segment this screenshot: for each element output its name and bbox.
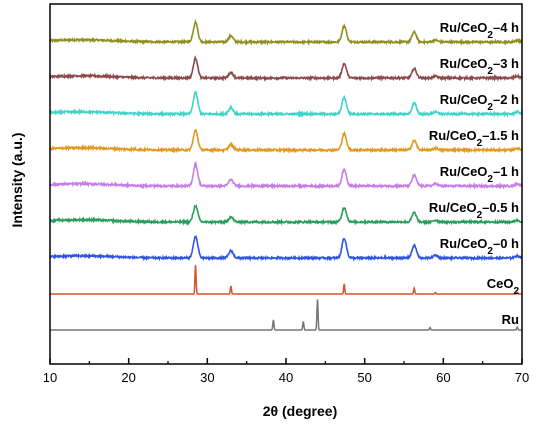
axes: 10 20 30 40 50 60 70 xyxy=(43,3,529,385)
series-label-tail: –0.5 h xyxy=(482,200,519,215)
series-label-main: Ru/CeO xyxy=(440,92,488,107)
series-line-3 xyxy=(49,129,523,154)
series-label-main: CeO xyxy=(487,276,514,291)
series-5: Ru/CeO2–0.5 h xyxy=(49,200,523,226)
series-label-main: Ru/CeO xyxy=(429,200,477,215)
series-label-tail: –1 h xyxy=(493,164,519,179)
series-label-3: Ru/CeO2–1.5 h xyxy=(429,128,519,149)
series-label-main: Ru/CeO xyxy=(440,164,488,179)
series-label-1: Ru/CeO2–3 h xyxy=(440,56,519,77)
series-line-4 xyxy=(49,160,523,190)
x-tick-label-5: 60 xyxy=(436,370,450,385)
series-label-main: Ru/CeO xyxy=(440,56,488,71)
x-tick-label-0: 10 xyxy=(43,370,57,385)
series-line-5 xyxy=(49,204,523,226)
series-8: Ru xyxy=(50,299,522,331)
x-tick-label-4: 50 xyxy=(357,370,371,385)
series-label-6: Ru/CeO2–0 h xyxy=(440,236,519,257)
plot-area: Ru/CeO2–4 hRu/CeO2–3 hRu/CeO2–2 hRu/CeO2… xyxy=(49,18,523,331)
series-label-sub: 2 xyxy=(477,138,483,149)
series-label-4: Ru/CeO2–1 h xyxy=(440,164,519,185)
x-axis-title: 2θ (degree) xyxy=(263,403,337,419)
series-3: Ru/CeO2–1.5 h xyxy=(49,128,523,154)
series-label-sub: 2 xyxy=(487,66,493,77)
series-label-tail: –4 h xyxy=(493,20,519,35)
series-label-main: Ru xyxy=(502,312,519,327)
x-tick-label-6: 70 xyxy=(515,370,529,385)
series-label-tail: –0 h xyxy=(493,236,519,251)
series-label-tail: –2 h xyxy=(493,92,519,107)
series-label-main: Ru/CeO xyxy=(440,236,488,251)
series-2: Ru/CeO2–2 h xyxy=(49,90,523,119)
x-tick-label-3: 40 xyxy=(279,370,293,385)
series-label-sub: 2 xyxy=(477,210,483,221)
series-label-sub: 2 xyxy=(513,286,519,297)
series-label-tail: –3 h xyxy=(493,56,519,71)
series-label-8: Ru xyxy=(502,312,519,327)
series-line-2 xyxy=(49,90,523,119)
series-label-sub: 2 xyxy=(487,174,493,185)
series-line-0 xyxy=(49,18,523,46)
series-line-1 xyxy=(49,55,523,83)
series-label-main: Ru/CeO xyxy=(440,20,488,35)
series-line-6 xyxy=(49,234,523,262)
series-6: Ru/CeO2–0 h xyxy=(49,234,523,262)
series-line-7 xyxy=(50,265,522,295)
series-1: Ru/CeO2–3 h xyxy=(49,55,523,83)
series-7: CeO2 xyxy=(50,265,522,297)
x-tick-label-2: 30 xyxy=(200,370,214,385)
series-label-5: Ru/CeO2–0.5 h xyxy=(429,200,519,221)
series-label-0: Ru/CeO2–4 h xyxy=(440,20,519,41)
series-label-tail: –1.5 h xyxy=(482,128,519,143)
y-axis-title: Intensity (a.u.) xyxy=(9,133,25,228)
series-label-sub: 2 xyxy=(487,246,493,257)
series-label-sub: 2 xyxy=(487,30,493,41)
series-label-sub: 2 xyxy=(487,102,493,113)
series-0: Ru/CeO2–4 h xyxy=(49,18,523,46)
series-line-8 xyxy=(50,299,522,331)
series-label-7: CeO2 xyxy=(487,276,520,297)
x-tick-label-1: 20 xyxy=(121,370,135,385)
series-label-2: Ru/CeO2–2 h xyxy=(440,92,519,113)
series-label-main: Ru/CeO xyxy=(429,128,477,143)
series-4: Ru/CeO2–1 h xyxy=(49,160,523,190)
